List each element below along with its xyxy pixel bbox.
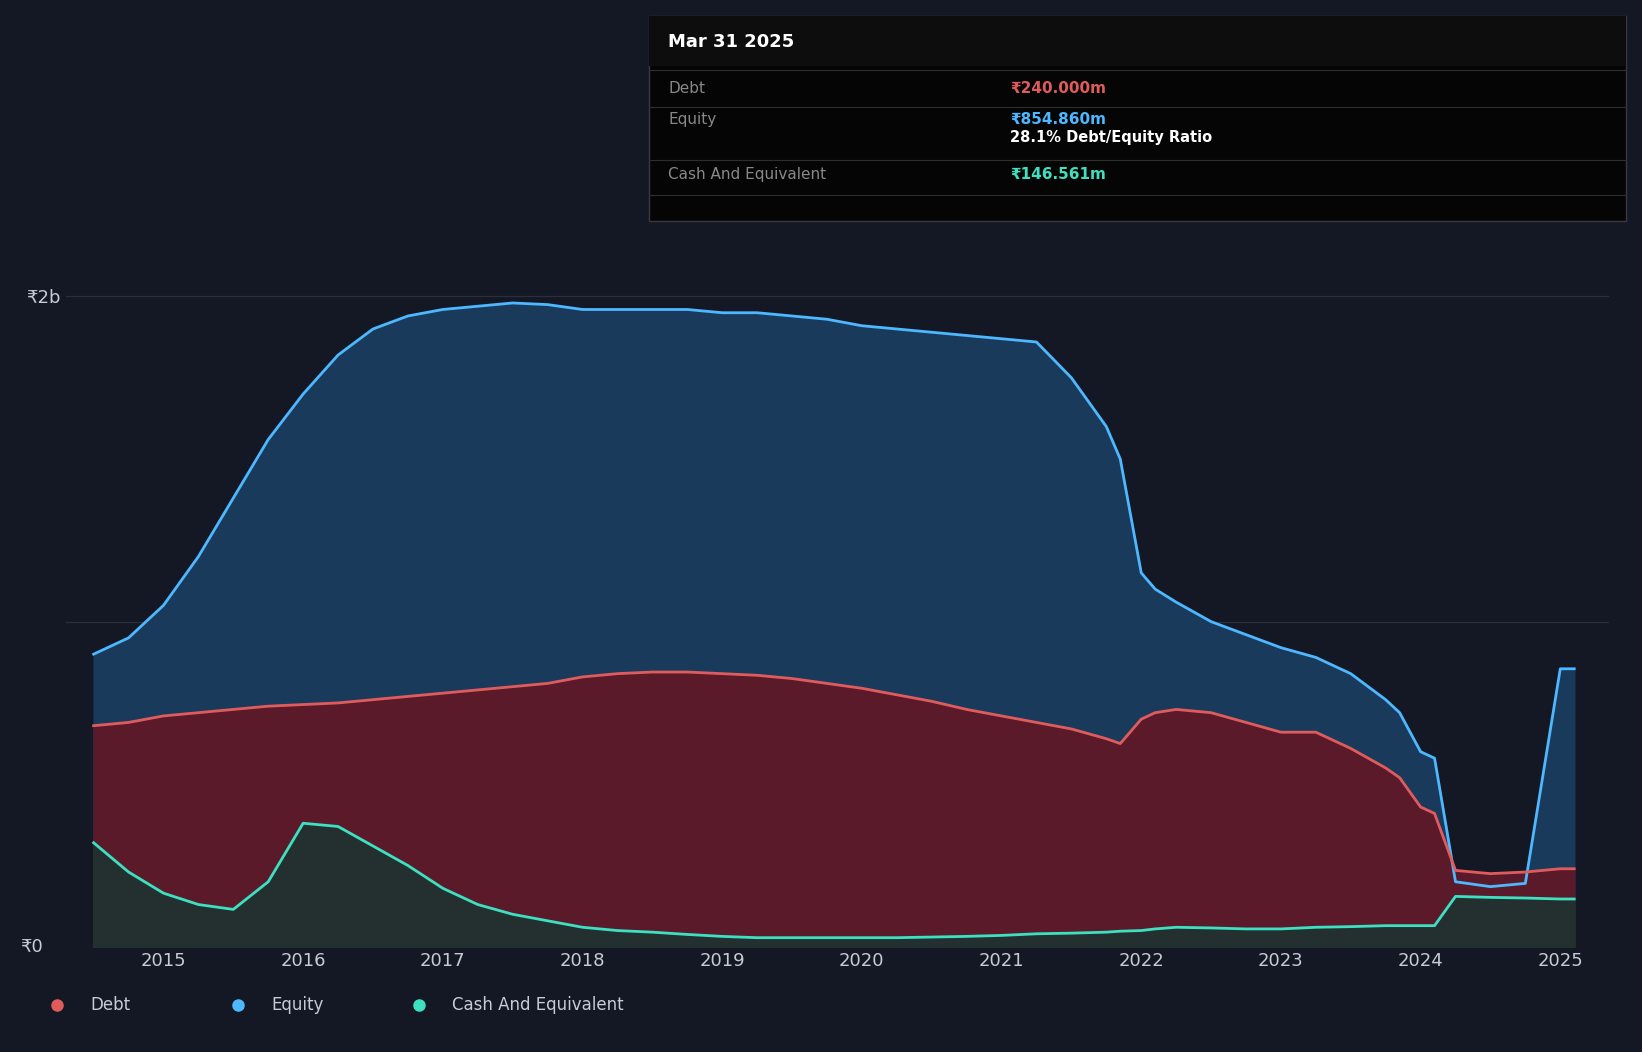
Text: ₹146.561m: ₹146.561m: [1010, 167, 1105, 182]
Text: Equity: Equity: [668, 113, 716, 127]
Text: Mar 31 2025: Mar 31 2025: [668, 34, 795, 52]
Text: ₹240.000m: ₹240.000m: [1010, 81, 1105, 96]
Text: ₹0: ₹0: [20, 937, 43, 956]
Text: Cash And Equivalent: Cash And Equivalent: [668, 167, 826, 182]
Text: Debt: Debt: [668, 81, 706, 96]
Text: Equity: Equity: [271, 995, 323, 1014]
Text: Debt: Debt: [90, 995, 130, 1014]
Text: 28.1% Debt/Equity Ratio: 28.1% Debt/Equity Ratio: [1010, 130, 1212, 145]
Text: ₹854.860m: ₹854.860m: [1010, 113, 1105, 127]
Text: Cash And Equivalent: Cash And Equivalent: [452, 995, 624, 1014]
